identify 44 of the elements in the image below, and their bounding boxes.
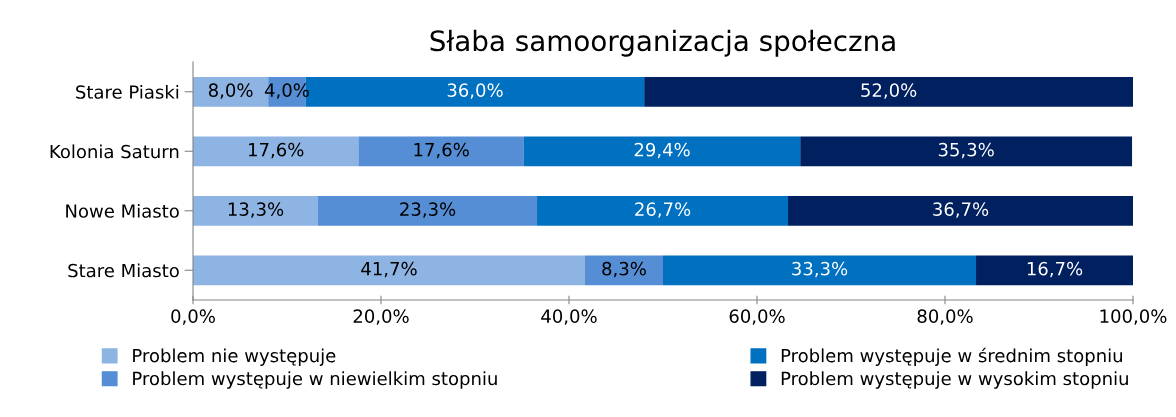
bar	[663, 255, 977, 286]
bar	[788, 195, 1133, 226]
legend-label: Problem występuje w wysokim stopniu	[781, 371, 1128, 389]
data-label: 16,7%	[1027, 261, 1083, 278]
chart-title: Słaba samoorganizacja społeczna	[430, 29, 895, 57]
x-tick-label: 0,0%	[171, 309, 215, 325]
bar	[800, 136, 1133, 167]
data-label: 36,0%	[447, 83, 503, 99]
x-tick-label: 40,0%	[541, 309, 597, 325]
data-label: 52,0%	[861, 83, 917, 99]
y-tick-label: Kolonia Saturn	[50, 144, 179, 159]
bar	[537, 195, 789, 226]
bar	[318, 195, 538, 226]
data-label: 29,4%	[634, 142, 690, 159]
data-label: 33,3%	[792, 261, 848, 278]
bar	[193, 136, 359, 167]
data-label: 17,6%	[414, 142, 469, 159]
bar	[193, 195, 319, 226]
data-label: 41,7%	[361, 261, 417, 278]
data-label: 36,7%	[933, 202, 989, 218]
y-tick-label: Nowe Miasto	[66, 203, 179, 218]
legend-label: Problem nie występuje	[133, 348, 336, 366]
legend-label: Problem występuje w średnim stopniu	[781, 347, 1122, 366]
data-label: 8,0%	[208, 83, 253, 99]
x-tick-label: 100,0%	[1100, 309, 1167, 325]
x-tick-label: 60,0%	[729, 309, 785, 325]
x-tick-label: 20,0%	[353, 309, 409, 325]
y-tick-label: Stare Piaski	[76, 84, 179, 99]
data-label: 13,3%	[228, 202, 284, 218]
legend-label: Problem występuje w niewielkim stopniu	[133, 371, 497, 389]
bar	[193, 255, 585, 286]
bar	[523, 136, 801, 167]
bar	[644, 76, 1133, 107]
y-tick-label: Stare Miasto	[68, 263, 179, 278]
data-label: 8,3%	[602, 261, 646, 278]
bar	[358, 136, 524, 167]
data-label: 17,6%	[249, 142, 304, 159]
bar	[976, 255, 1133, 286]
data-label: 23,3%	[400, 202, 456, 218]
bar	[584, 255, 663, 286]
x-tick-label: 80,0%	[917, 309, 973, 325]
data-label: 4,0%	[264, 83, 309, 99]
data-label: 35,3%	[938, 142, 994, 159]
data-label: 26,7%	[635, 202, 691, 218]
